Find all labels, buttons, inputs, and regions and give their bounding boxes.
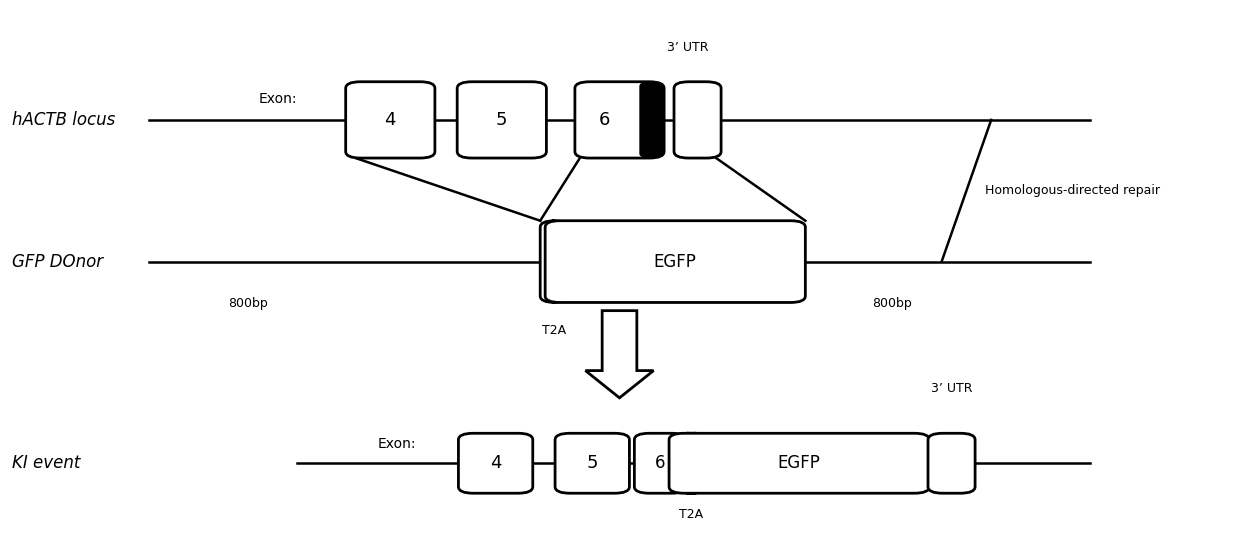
FancyBboxPatch shape	[346, 82, 435, 158]
FancyBboxPatch shape	[681, 433, 701, 493]
Text: GFP DOnor: GFP DOnor	[12, 252, 104, 271]
Text: T2A: T2A	[679, 508, 704, 521]
Text: 4: 4	[489, 454, 502, 473]
Text: 5: 5	[586, 454, 598, 473]
Text: 800bp: 800bp	[872, 297, 912, 310]
Text: T2A: T2A	[541, 324, 566, 337]
FancyBboxPatch shape	[457, 82, 546, 158]
Text: EGFP: EGFP	[778, 454, 820, 473]
Text: 4: 4	[384, 111, 396, 129]
Text: Exon:: Exon:	[378, 437, 416, 451]
FancyBboxPatch shape	[639, 82, 664, 158]
FancyBboxPatch shape	[669, 433, 929, 493]
FancyBboxPatch shape	[458, 433, 533, 493]
Text: KI event: KI event	[12, 454, 81, 473]
Text: 3’ UTR: 3’ UTR	[930, 382, 973, 395]
Text: EGFP: EGFP	[654, 252, 696, 271]
Text: 800bp: 800bp	[228, 297, 268, 310]
Text: 3’ UTR: 3’ UTR	[667, 41, 709, 55]
FancyBboxPatch shape	[555, 433, 629, 493]
Text: Exon:: Exon:	[259, 92, 297, 106]
Text: 6: 6	[598, 111, 611, 129]
FancyBboxPatch shape	[545, 221, 805, 302]
Text: 6: 6	[655, 454, 665, 473]
Text: Homologous-directed repair: Homologous-directed repair	[985, 184, 1160, 197]
Text: hACTB locus: hACTB locus	[12, 111, 115, 129]
FancyBboxPatch shape	[634, 433, 686, 493]
FancyBboxPatch shape	[540, 221, 567, 302]
FancyBboxPatch shape	[928, 433, 975, 493]
FancyBboxPatch shape	[674, 82, 721, 158]
Text: 5: 5	[496, 111, 508, 129]
FancyBboxPatch shape	[575, 82, 664, 158]
Polygon shape	[585, 311, 654, 398]
